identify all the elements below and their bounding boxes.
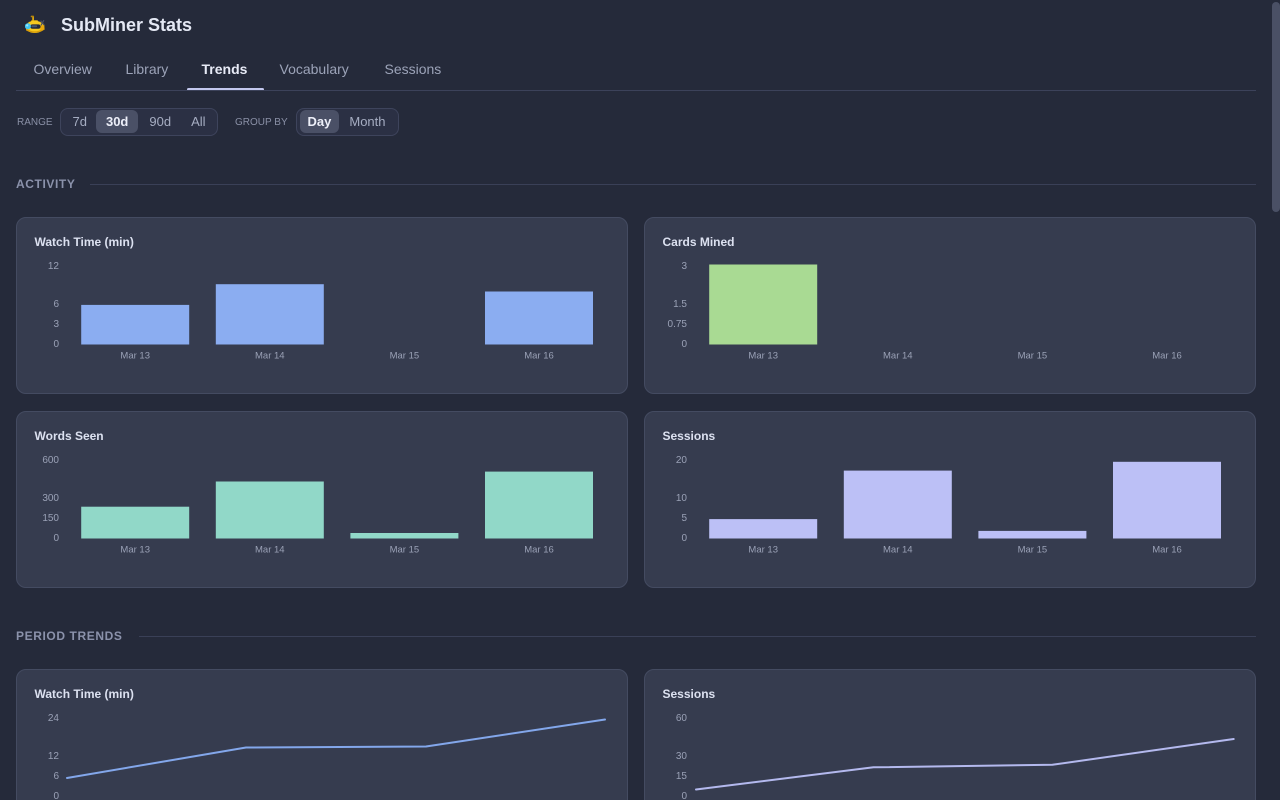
svg-text:12: 12 [48,751,60,762]
svg-text:3: 3 [681,261,687,272]
svg-text:Mar 16: Mar 16 [524,350,554,361]
svg-text:0: 0 [681,791,687,800]
svg-text:Mar 16: Mar 16 [524,544,554,555]
svg-text:Mar 15: Mar 15 [1018,544,1048,555]
svg-text:Mar 15: Mar 15 [390,544,420,555]
svg-text:Mar 16: Mar 16 [1152,544,1182,555]
svg-text:5: 5 [681,513,687,524]
svg-text:Mar 15: Mar 15 [390,350,420,361]
svg-text:30: 30 [676,751,688,762]
svg-text:0.75: 0.75 [668,319,688,330]
svg-text:20: 20 [676,455,688,466]
svg-text:Mar 13: Mar 13 [120,544,150,555]
svg-text:60: 60 [676,713,688,724]
svg-text:12: 12 [48,261,60,272]
svg-text:1.5: 1.5 [673,299,687,310]
svg-text:3: 3 [53,319,59,330]
svg-text:Mar 13: Mar 13 [748,350,778,361]
svg-text:0: 0 [53,339,59,350]
svg-text:0: 0 [681,339,687,350]
svg-text:0: 0 [681,533,687,544]
svg-text:Mar 15: Mar 15 [1018,350,1048,361]
svg-text:Mar 14: Mar 14 [255,544,285,555]
svg-text:Mar 14: Mar 14 [255,350,285,361]
svg-text:6: 6 [53,771,59,782]
svg-text:15: 15 [676,771,688,782]
svg-text:Mar 13: Mar 13 [120,350,150,361]
svg-text:Mar 13: Mar 13 [748,544,778,555]
svg-text:0: 0 [53,533,59,544]
svg-text:6: 6 [53,299,59,310]
svg-text:24: 24 [48,713,60,724]
svg-text:Mar 14: Mar 14 [883,350,913,361]
svg-text:Mar 14: Mar 14 [883,544,913,555]
svg-text:600: 600 [42,455,59,466]
svg-text:Mar 16: Mar 16 [1152,350,1182,361]
svg-text:150: 150 [42,513,59,524]
svg-text:10: 10 [676,493,688,504]
svg-text:300: 300 [42,493,59,504]
svg-text:0: 0 [53,791,59,800]
